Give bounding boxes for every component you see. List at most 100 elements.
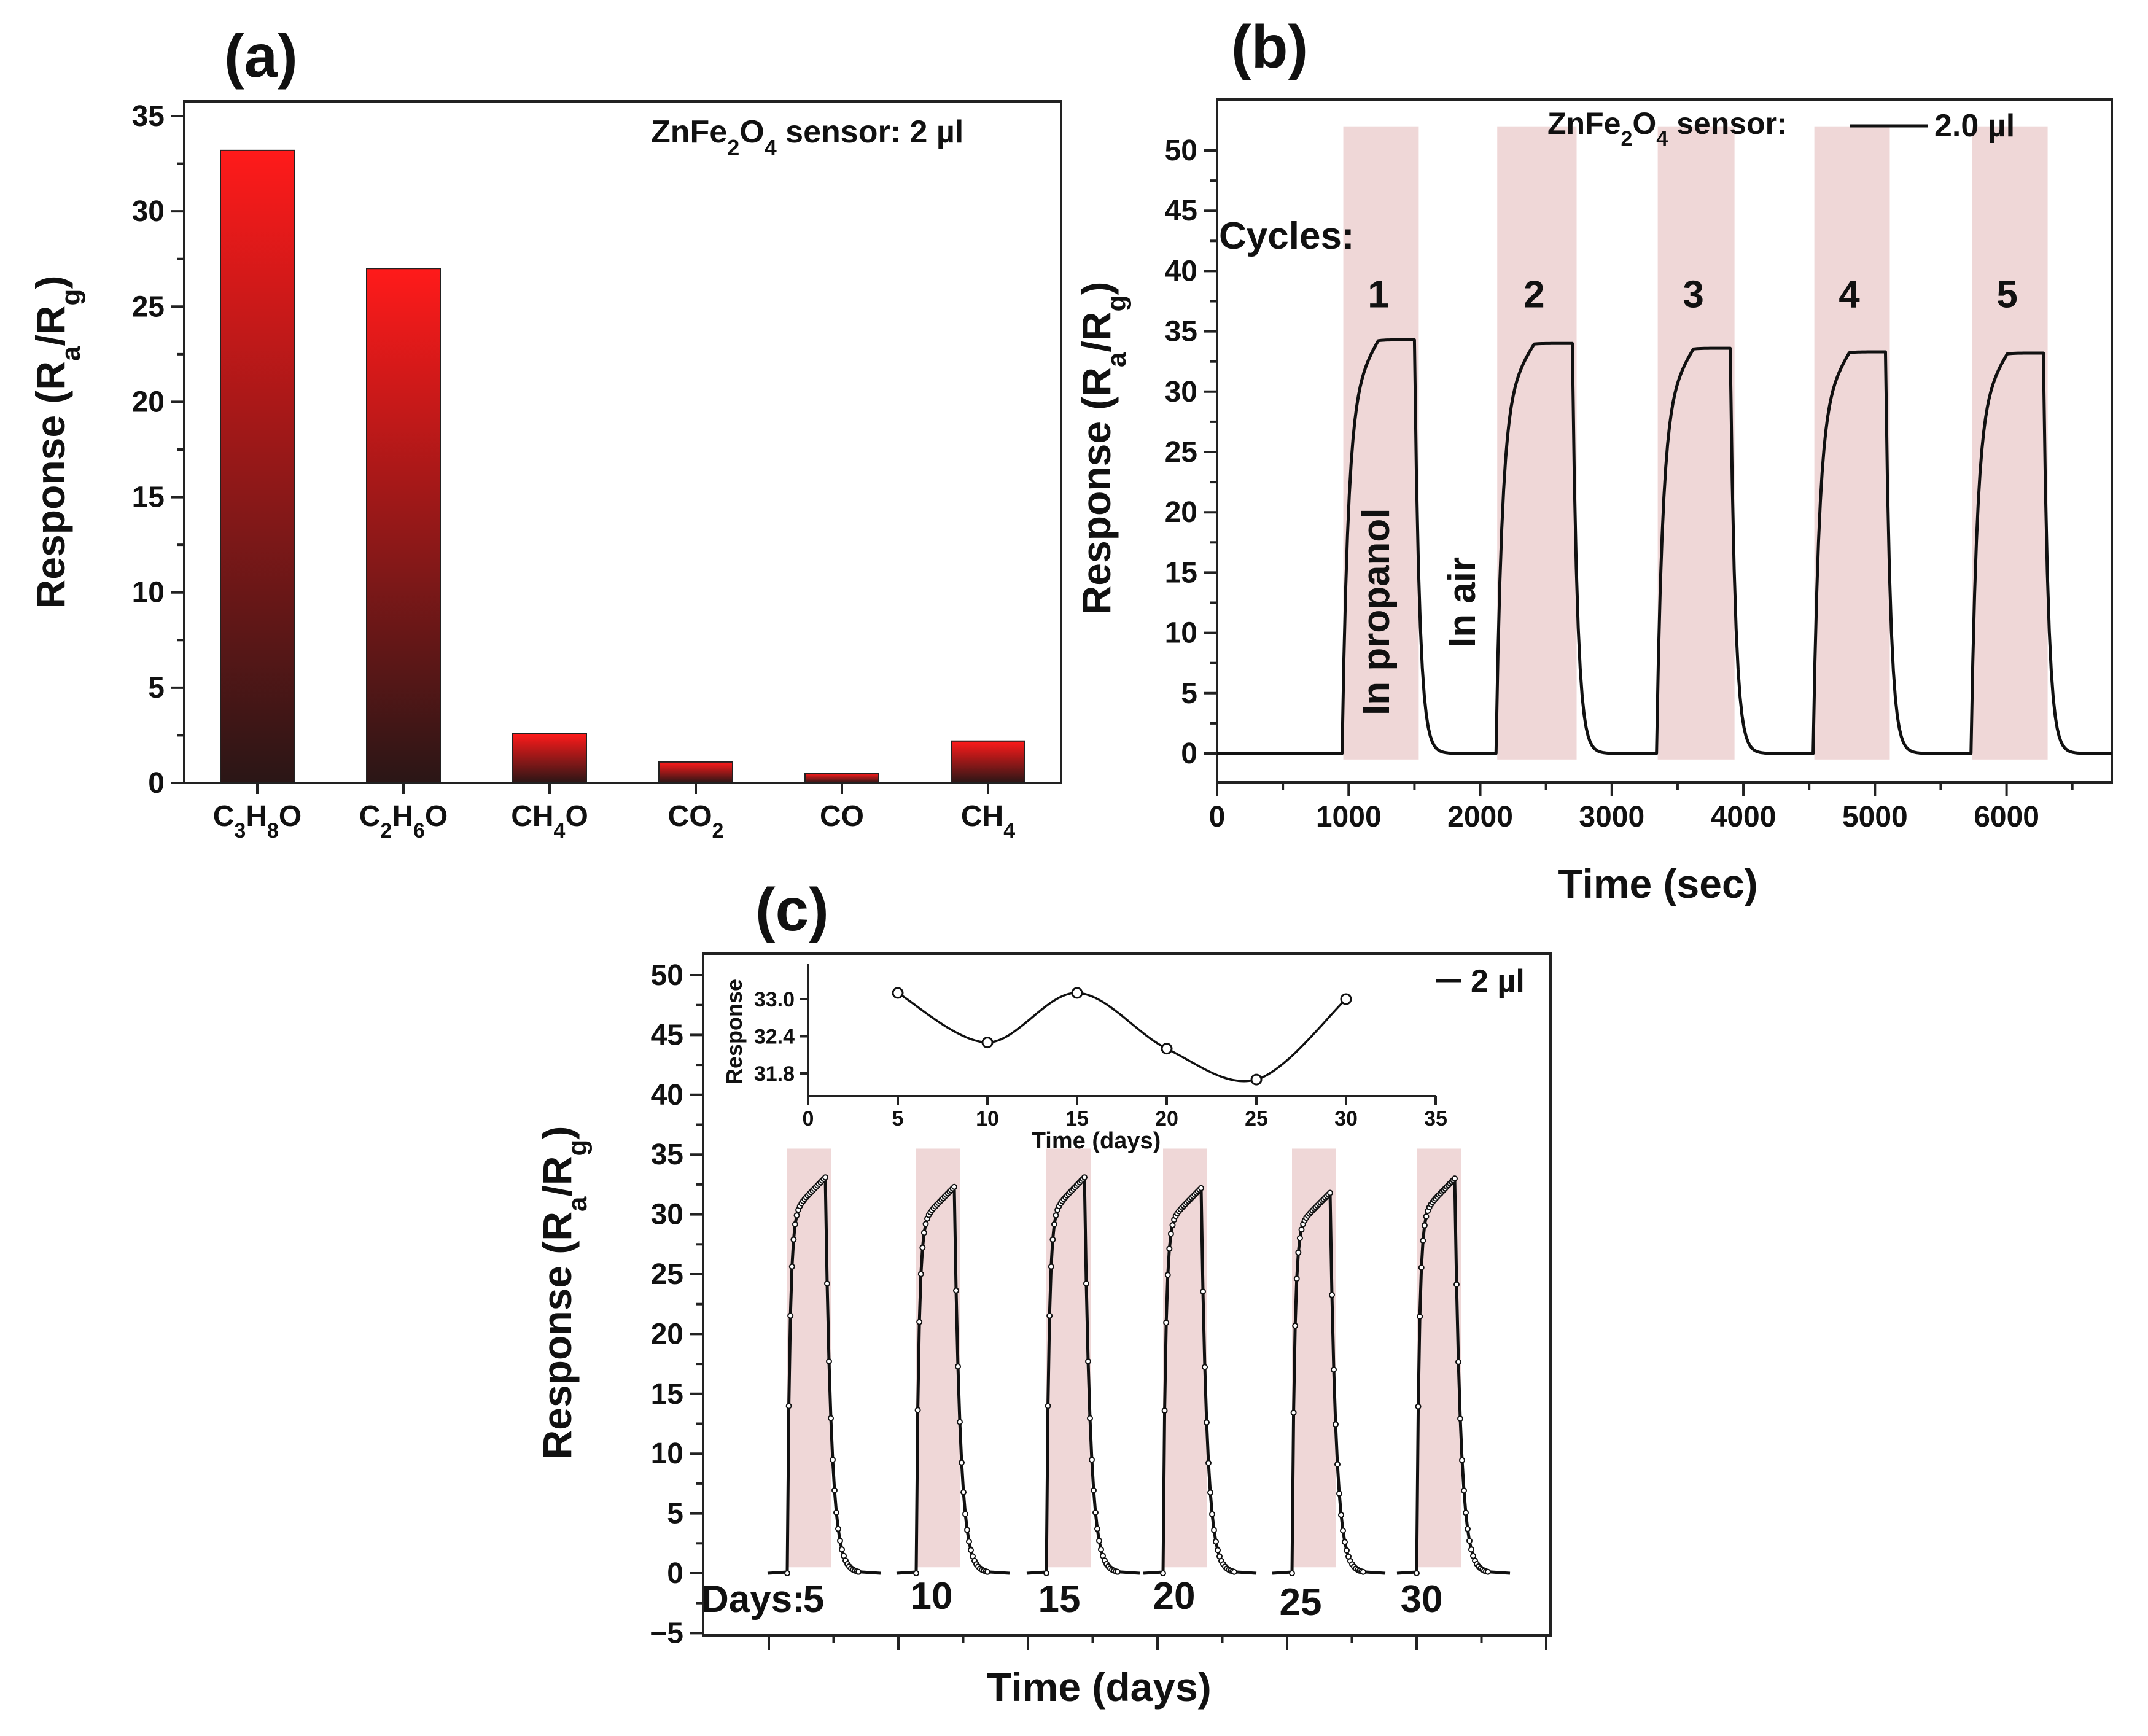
b-cycle-label: 3 [1683,273,1703,316]
c-trace-marker [790,1236,797,1243]
panel-c-response-traces [767,1174,1511,1576]
c-trace-marker [1331,1366,1337,1373]
b-ytick-label: 30 [1165,376,1197,408]
c-trace-marker [1115,1568,1121,1575]
c-exposure-band [1292,1148,1336,1568]
b-ytick-label: 5 [1181,677,1197,710]
a-category-label: CO2 [668,800,724,843]
c-trace-marker [1295,1249,1302,1256]
c-trace-marker [914,1407,921,1414]
c-trace-marker [1160,1570,1166,1576]
c-trace-marker [1198,1185,1204,1191]
c-day-label: 20 [1153,1575,1196,1617]
c-trace-marker [1289,1570,1295,1576]
a-ytick-label: 15 [132,481,165,514]
c-trace-marker [1465,1525,1471,1532]
c-trace-marker [1463,1509,1469,1516]
c-trace-marker [1459,1457,1465,1463]
panel-a-y-axis: 0 5 10 15 20 25 30 35 [132,100,184,800]
c-day-label: 5 [803,1578,824,1621]
c-trace-marker [1051,1221,1057,1228]
c-trace-marker [828,1415,834,1422]
c-trace-marker [962,1511,968,1517]
c-trace-marker [1329,1291,1335,1298]
c-trace-marker [1466,1538,1473,1544]
panel-c-inset-curve [897,992,1347,1083]
b-cycle-label: 1 [1368,273,1388,316]
c-trace-marker [1417,1313,1423,1320]
panel-c-inset-x-axis: 0 5 10 15 20 25 30 35 [803,1095,1447,1131]
c-trace-marker [1209,1511,1215,1517]
panel-c-inset-y-axis-title: Response [722,979,747,1084]
c-trace-marker [1333,1421,1339,1428]
c-trace-marker [1231,1568,1237,1575]
c-day-label: 30 [1401,1578,1443,1621]
c-trace-marker [1167,1231,1174,1237]
b-xtick-label: 1000 [1316,801,1382,833]
c-ytick-label: 30 [651,1199,683,1231]
c-ytick-label: 20 [651,1318,683,1350]
c-trace-marker [855,1568,862,1575]
c-ytick-label: 0 [667,1557,683,1590]
a-bar [804,773,879,784]
b-xtick-label: 3000 [1579,801,1644,833]
c-ytick-label: 50 [651,959,683,992]
c-trace-marker [792,1221,798,1228]
c-trace-marker [966,1538,972,1545]
panel-c-inset-chart: 31.832.433.0 0 5 10 15 20 25 30 35 Time (days) … [722,958,1447,1154]
c-trace-marker [1344,1547,1350,1554]
panel-c-legend-label: 2 µl [1471,963,1525,999]
a-ytick-label: 0 [148,767,165,800]
panel-c-days-label: Days: [701,1578,805,1621]
c-trace-marker [787,1312,794,1319]
c-trace-marker [1342,1539,1348,1546]
c-trace-marker [1293,1275,1300,1282]
c-trace-marker [1457,1415,1463,1422]
panel-c-frame [702,952,1552,1637]
c-trace-marker [1205,1460,1212,1466]
c-inset-xtick-label: 15 [1065,1107,1089,1131]
panel-b-x-axis-title: Time (sec) [1558,861,1757,906]
panel-c-day-labels: 5 10 15 20 25 30 [803,1575,1443,1624]
a-category-label: CH4 [961,800,1015,843]
c-trace-marker [1202,1364,1208,1371]
c-day-label: 15 [1038,1578,1081,1621]
c-trace-marker [1452,1175,1458,1182]
panel-b-legend-prefix: ZnFe2O4 sensor: [1547,106,1788,150]
c-trace-marker [1092,1509,1099,1516]
c-trace-marker [984,1568,990,1575]
c-trace-marker [835,1525,841,1532]
a-category-label: CO [820,800,864,833]
c-trace-marker [951,1183,957,1190]
c-inset-xtick-label: 35 [1424,1107,1447,1131]
b-ytick-label: 15 [1165,556,1197,589]
panel-b-y-axis: 0 5 10 15 20 25 30 35 40 45 50 [1165,134,1217,770]
panel-b-cycle-labels: 1 2 3 4 5 [1368,273,2018,316]
c-trace-marker [920,1229,927,1236]
panel-b-x-axis: 0 1000 2000 3000 4000 5000 6000 [1209,782,2074,833]
panel-a-annotation: ZnFe2O4 sensor: 2 µl [651,114,963,160]
c-trace-marker [1421,1222,1428,1229]
panel-c-x-axis-title: Time (days) [987,1664,1212,1710]
panel-c-inset-background [808,958,1436,1096]
c-trace-marker [1204,1419,1210,1426]
c-trace-marker [1094,1525,1100,1532]
c-trace-marker [1296,1235,1303,1242]
panel-b-exposure-bands [1343,126,2048,760]
c-exposure-band [787,1148,831,1568]
c-trace-marker [1045,1403,1051,1409]
panel-c-y-axis: −5 0 5 10 15 20 25 30 35 40 45 50 [650,959,703,1649]
c-trace-marker [1163,1319,1170,1326]
b-cycle-label: 2 [1523,273,1544,316]
c-trace-marker [830,1457,836,1463]
c-trace-marker [917,1271,924,1277]
a-ytick-label: 5 [148,672,165,704]
c-inset-ytick-label: 33.0 [754,988,795,1011]
c-ytick-label: 5 [667,1498,683,1530]
c-trace-marker [788,1263,795,1270]
c-trace-marker [1087,1415,1093,1422]
panel-a-bar-chart: (a) 0 5 10 15 20 25 30 35 C3H8O C2H6O CH4O CO2 CO CH… [28,22,1062,843]
c-trace-marker [1213,1538,1219,1545]
c-ytick-label: 25 [651,1258,683,1291]
